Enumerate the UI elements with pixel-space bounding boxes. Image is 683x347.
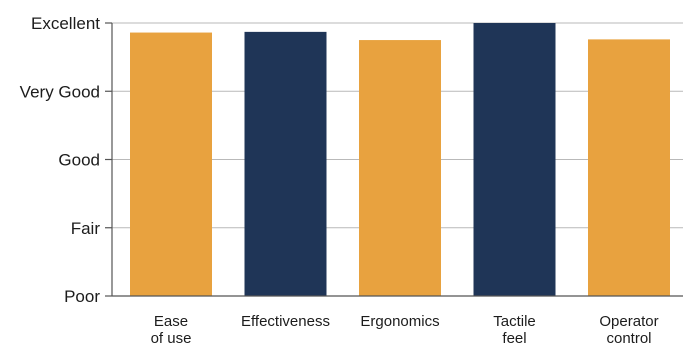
category-label: Ease <box>154 313 188 330</box>
bar <box>588 39 670 296</box>
category-label: Tactile <box>493 313 536 330</box>
category-label: Ergonomics <box>360 313 439 330</box>
category-label: control <box>606 330 651 347</box>
y-tick-labels: Poor Fair Good Very Good Excellent <box>20 14 101 306</box>
axes <box>105 22 683 297</box>
bar <box>244 31 327 297</box>
bars <box>130 23 670 297</box>
bar <box>130 32 212 297</box>
y-tick-label: Poor <box>64 287 100 306</box>
y-tick-label: Good <box>58 151 100 170</box>
y-tick-label: Fair <box>71 219 101 238</box>
bar <box>473 23 556 296</box>
category-label: Effectiveness <box>241 313 330 330</box>
bar <box>359 40 441 296</box>
y-tick-label: Very Good <box>20 82 100 101</box>
category-label: of use <box>151 330 192 347</box>
category-label: feel <box>502 330 526 347</box>
y-tick-label: Excellent <box>31 14 100 33</box>
category-label: Operator <box>599 313 658 330</box>
